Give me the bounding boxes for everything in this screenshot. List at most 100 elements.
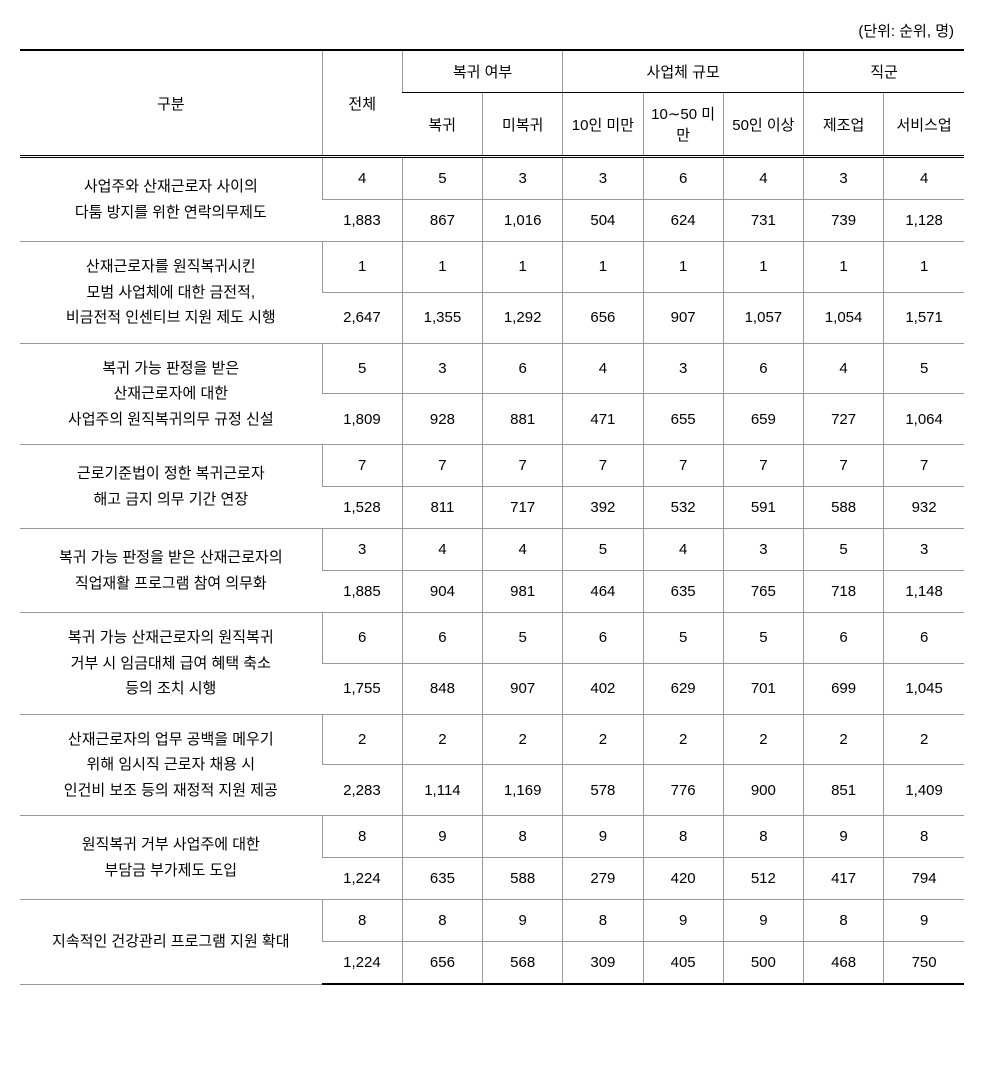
count-cell: 588 xyxy=(803,487,883,529)
row-label: 사업주와 산재근로자 사이의다툼 방지를 위한 연락의무제도 xyxy=(20,157,322,242)
rank-cell: 1 xyxy=(723,242,803,293)
rank-cell: 9 xyxy=(723,900,803,942)
count-cell: 701 xyxy=(723,663,803,714)
rank-cell: 4 xyxy=(643,529,723,571)
rank-cell: 6 xyxy=(884,613,964,664)
table-row: 원직복귀 거부 사업주에 대한부담금 부가제도 도입89898898 xyxy=(20,816,964,858)
header-job-group: 직군 xyxy=(803,50,964,93)
rank-cell: 5 xyxy=(402,157,482,200)
rank-cell: 4 xyxy=(884,157,964,200)
rank-cell: 4 xyxy=(322,157,402,200)
row-label: 지속적인 건강관리 프로그램 지원 확대 xyxy=(20,900,322,985)
unit-label: (단위: 순위, 명) xyxy=(20,20,964,41)
header-total: 전체 xyxy=(322,50,402,157)
rank-cell: 3 xyxy=(643,343,723,394)
rank-cell: 6 xyxy=(402,613,482,664)
count-cell: 718 xyxy=(803,571,883,613)
rank-cell: 8 xyxy=(322,816,402,858)
count-cell: 1,148 xyxy=(884,571,964,613)
rank-cell: 7 xyxy=(803,445,883,487)
count-cell: 417 xyxy=(803,858,883,900)
count-cell: 848 xyxy=(402,663,482,714)
count-cell: 1,057 xyxy=(723,292,803,343)
count-cell: 405 xyxy=(643,942,723,985)
count-cell: 1,571 xyxy=(884,292,964,343)
rank-cell: 3 xyxy=(723,529,803,571)
rank-cell: 2 xyxy=(402,714,482,765)
rank-cell: 8 xyxy=(723,816,803,858)
count-cell: 904 xyxy=(402,571,482,613)
count-cell: 881 xyxy=(483,394,563,445)
count-cell: 659 xyxy=(723,394,803,445)
row-label: 복귀 가능 판정을 받은산재근로자에 대한사업주의 원직복귀의무 규정 신설 xyxy=(20,343,322,445)
row-label: 산재근로자의 업무 공백을 메우기위해 임시직 근로자 채용 시인건비 보조 등… xyxy=(20,714,322,816)
rank-cell: 3 xyxy=(884,529,964,571)
count-cell: 1,016 xyxy=(483,200,563,242)
rank-cell: 2 xyxy=(322,714,402,765)
rank-cell: 2 xyxy=(884,714,964,765)
count-cell: 471 xyxy=(563,394,643,445)
count-cell: 811 xyxy=(402,487,482,529)
rank-cell: 3 xyxy=(322,529,402,571)
count-cell: 578 xyxy=(563,765,643,816)
count-cell: 1,292 xyxy=(483,292,563,343)
count-cell: 765 xyxy=(723,571,803,613)
rank-cell: 1 xyxy=(884,242,964,293)
rank-cell: 7 xyxy=(402,445,482,487)
rank-cell: 1 xyxy=(322,242,402,293)
count-cell: 1,409 xyxy=(884,765,964,816)
header-job-mfg: 제조업 xyxy=(803,93,883,157)
count-cell: 900 xyxy=(723,765,803,816)
row-label: 산재근로자를 원직복귀시킨모범 사업체에 대한 금전적,비금전적 인센티브 지원… xyxy=(20,242,322,344)
header-job-svc: 서비스업 xyxy=(884,93,964,157)
rank-cell: 6 xyxy=(322,613,402,664)
rank-cell: 6 xyxy=(803,613,883,664)
count-cell: 468 xyxy=(803,942,883,985)
count-cell: 1,885 xyxy=(322,571,402,613)
count-cell: 420 xyxy=(643,858,723,900)
header-return-no: 미복귀 xyxy=(483,93,563,157)
rank-cell: 7 xyxy=(723,445,803,487)
rank-cell: 9 xyxy=(803,816,883,858)
rank-cell: 8 xyxy=(563,900,643,942)
count-cell: 635 xyxy=(402,858,482,900)
rank-cell: 4 xyxy=(483,529,563,571)
count-cell: 309 xyxy=(563,942,643,985)
rank-cell: 5 xyxy=(643,613,723,664)
row-label: 복귀 가능 산재근로자의 원직복귀거부 시 임금대체 급여 혜택 축소등의 조치… xyxy=(20,613,322,715)
rank-cell: 3 xyxy=(483,157,563,200)
count-cell: 776 xyxy=(643,765,723,816)
count-cell: 624 xyxy=(643,200,723,242)
rank-cell: 7 xyxy=(483,445,563,487)
rank-cell: 9 xyxy=(483,900,563,942)
rank-cell: 7 xyxy=(563,445,643,487)
count-cell: 727 xyxy=(803,394,883,445)
count-cell: 1,355 xyxy=(402,292,482,343)
row-label: 원직복귀 거부 사업주에 대한부담금 부가제도 도입 xyxy=(20,816,322,900)
rank-cell: 1 xyxy=(643,242,723,293)
rank-cell: 2 xyxy=(643,714,723,765)
rank-cell: 1 xyxy=(563,242,643,293)
count-cell: 1,045 xyxy=(884,663,964,714)
table-row: 산재근로자의 업무 공백을 메우기위해 임시직 근로자 채용 시인건비 보조 등… xyxy=(20,714,964,765)
count-cell: 588 xyxy=(483,858,563,900)
count-cell: 1,169 xyxy=(483,765,563,816)
count-cell: 851 xyxy=(803,765,883,816)
row-label: 복귀 가능 판정을 받은 산재근로자의직업재활 프로그램 참여 의무화 xyxy=(20,529,322,613)
rank-cell: 6 xyxy=(483,343,563,394)
table-header: 구분 전체 복귀 여부 사업체 규모 직군 복귀 미복귀 10인 미만 10∼5… xyxy=(20,50,964,157)
table-row: 지속적인 건강관리 프로그램 지원 확대88989989 xyxy=(20,900,964,942)
count-cell: 699 xyxy=(803,663,883,714)
rank-cell: 8 xyxy=(322,900,402,942)
rank-cell: 5 xyxy=(563,529,643,571)
rank-cell: 8 xyxy=(643,816,723,858)
rank-cell: 5 xyxy=(483,613,563,664)
rank-cell: 7 xyxy=(643,445,723,487)
rank-cell: 4 xyxy=(563,343,643,394)
count-cell: 981 xyxy=(483,571,563,613)
table-row: 근로기준법이 정한 복귀근로자해고 금지 의무 기간 연장77777777 xyxy=(20,445,964,487)
count-cell: 635 xyxy=(643,571,723,613)
count-cell: 794 xyxy=(884,858,964,900)
row-label: 근로기준법이 정한 복귀근로자해고 금지 의무 기간 연장 xyxy=(20,445,322,529)
rank-cell: 8 xyxy=(803,900,883,942)
